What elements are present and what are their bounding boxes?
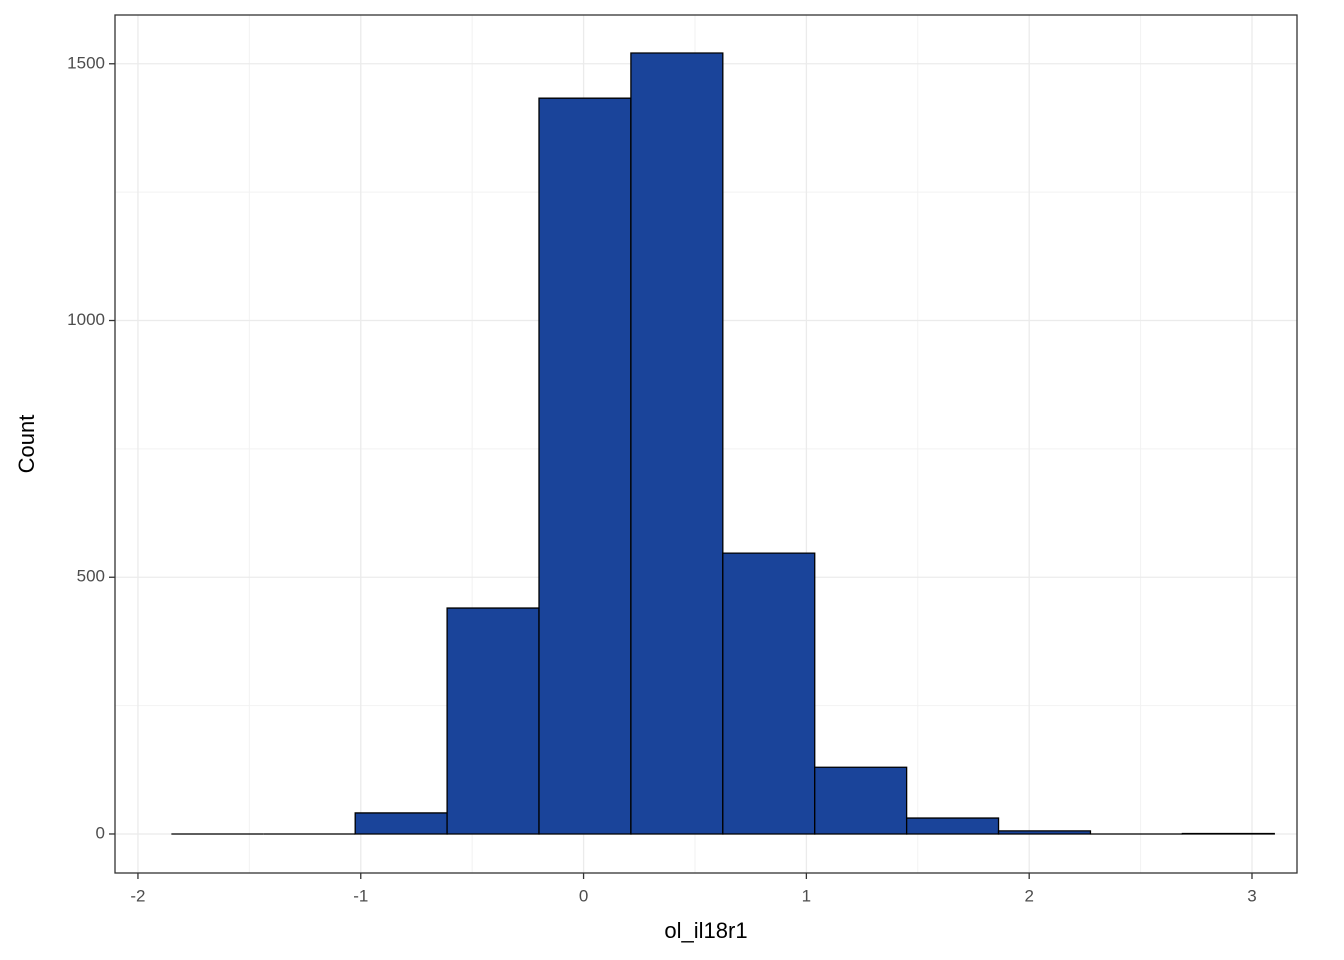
bar xyxy=(722,552,816,835)
bar xyxy=(905,817,1000,835)
bar xyxy=(538,97,632,835)
x-tick-label: 2 xyxy=(1024,886,1033,905)
y-axis-label: Count xyxy=(14,415,39,474)
bar xyxy=(814,766,908,835)
x-axis-label: ol_il18r1 xyxy=(664,918,747,943)
x-tick-label: 3 xyxy=(1247,886,1256,905)
panel-border xyxy=(114,14,1298,874)
bar xyxy=(446,607,540,835)
x-tick-label: -2 xyxy=(130,886,145,905)
x-tick-label: 0 xyxy=(579,886,588,905)
bar xyxy=(1181,832,1275,835)
y-tick-label: 1000 xyxy=(67,310,105,329)
x-tick-label: 1 xyxy=(802,886,811,905)
bar xyxy=(630,52,724,835)
bar xyxy=(997,830,1092,835)
y-tick-label: 500 xyxy=(77,567,105,586)
y-tick-label: 1500 xyxy=(67,53,105,72)
bar xyxy=(354,812,448,835)
y-tick-label: 0 xyxy=(96,823,105,842)
x-tick-label: -1 xyxy=(353,886,368,905)
